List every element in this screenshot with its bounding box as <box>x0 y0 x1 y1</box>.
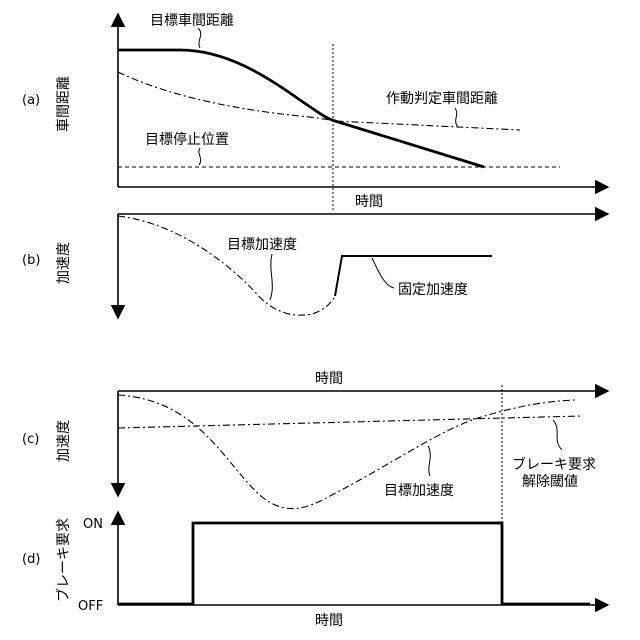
panel-a: (a) 車間距離 時間 目標車間距離 作動判定車間距離 目標停止位置 <box>22 12 608 210</box>
panel-d-x-axis-label: 時間 <box>315 613 343 629</box>
release-threshold-leader <box>553 420 562 450</box>
panel-d-tag: (d) <box>22 552 40 567</box>
panel-d: (d) ブレーキ要求 ON OFF 時間 <box>22 512 608 629</box>
fixed-accel-leader <box>372 258 394 288</box>
activation-distance-label: 作動判定車間距離 <box>386 90 498 107</box>
off-level-label: OFF <box>78 599 103 614</box>
target-accel-leader-c <box>428 446 430 476</box>
target-stop-position-label: 目標停止位置 <box>145 131 229 148</box>
panel-d-y-axis-label: ブレーキ要求 <box>55 518 72 602</box>
release-threshold-label-line2: 解除閾値 <box>522 474 578 490</box>
panel-c-tag: (c) <box>22 432 39 447</box>
target-accel-leader-b <box>270 254 272 300</box>
panel-b-y-axis-label: 加速度 <box>56 242 72 284</box>
panel-c-x-axis-label: 時間 <box>315 371 343 387</box>
panel-a-y-axis-label: 車間距離 <box>55 76 72 132</box>
target-distance-label: 目標車間距離 <box>150 12 234 29</box>
panel-a-tag: (a) <box>22 93 40 108</box>
panel-c: 時間 (c) 加速度 目標加速度 ブレーキ要求 解除閾値 <box>22 371 608 528</box>
release-threshold-line <box>118 416 582 428</box>
panel-c-y-axis-label: 加速度 <box>56 420 72 462</box>
panel-b: (b) 加速度 目標加速度 固定加速度 <box>22 214 608 318</box>
panel-b-tag: (b) <box>22 253 40 268</box>
panel-a-x-axis-label: 時間 <box>355 194 383 210</box>
fixed-accel-label: 固定加速度 <box>398 282 468 298</box>
activation-distance-leader <box>455 108 458 127</box>
target-accel-curve-b <box>118 216 335 315</box>
brake-request-signal <box>118 523 590 604</box>
target-accel-label-b: 目標加速度 <box>227 237 297 253</box>
release-threshold-label-line1: ブレーキ要求 <box>512 456 596 473</box>
target-stop-position-leader <box>199 148 201 165</box>
target-accel-curve-c <box>118 395 575 509</box>
target-accel-label-c: 目標加速度 <box>384 483 454 499</box>
target-distance-leader <box>198 28 201 48</box>
on-level-label: ON <box>83 517 103 532</box>
target-distance-curve <box>118 50 484 167</box>
